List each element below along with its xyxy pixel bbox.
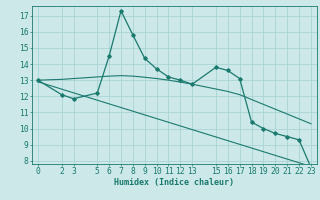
X-axis label: Humidex (Indice chaleur): Humidex (Indice chaleur) (115, 178, 234, 187)
